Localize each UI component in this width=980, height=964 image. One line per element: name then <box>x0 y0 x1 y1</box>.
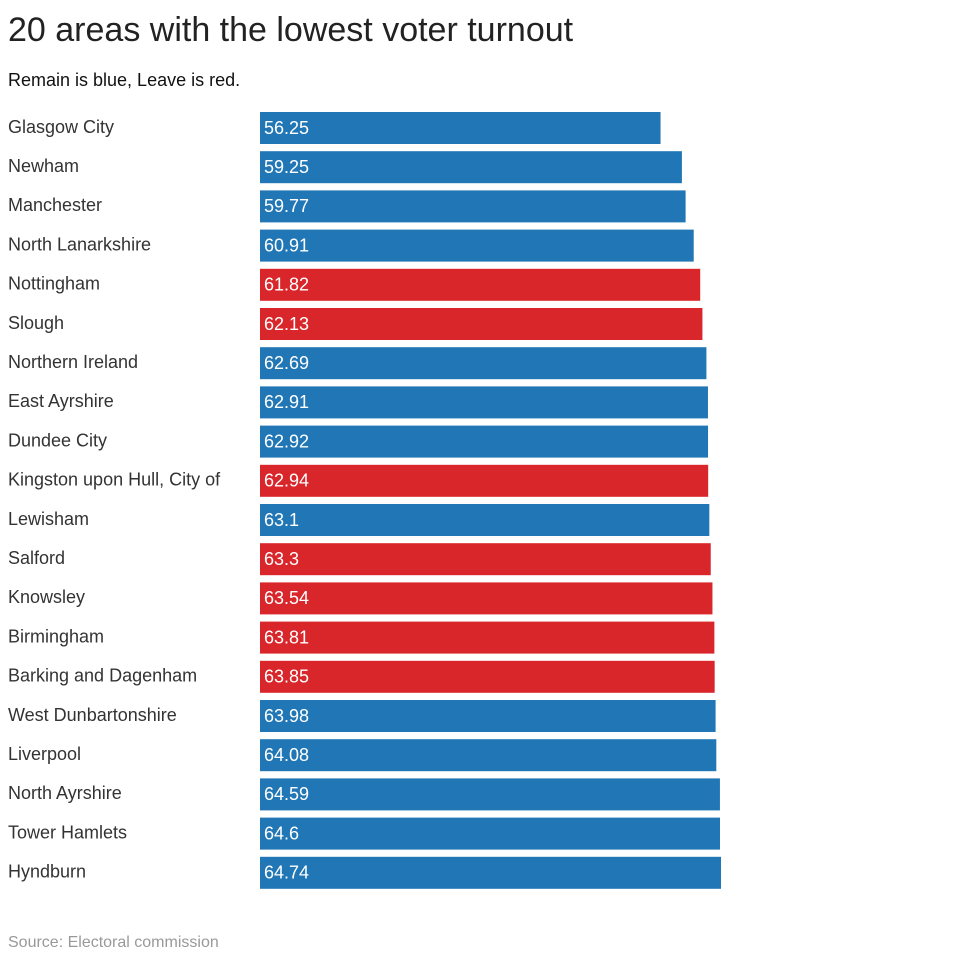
chart-subtitle: Remain is blue, Leave is red. <box>8 70 240 90</box>
bar <box>260 543 711 576</box>
value-label: 63.54 <box>264 588 309 608</box>
category-label: Lewisham <box>8 509 89 529</box>
bar <box>260 151 682 184</box>
bar <box>260 817 721 850</box>
bar <box>260 856 721 889</box>
bar <box>260 464 709 497</box>
value-label: 61.82 <box>264 275 309 295</box>
category-label: Northern Ireland <box>8 352 138 372</box>
value-label: 63.85 <box>264 667 309 687</box>
category-label: Barking and Dagenham <box>8 666 197 686</box>
value-label: 60.91 <box>264 235 309 255</box>
category-label: Kingston upon Hull, City of <box>8 470 221 490</box>
bar <box>260 778 720 811</box>
category-label: Glasgow City <box>8 117 114 137</box>
value-label: 56.25 <box>264 118 309 138</box>
value-label: 64.74 <box>264 863 309 883</box>
value-label: 62.94 <box>264 471 309 491</box>
bar <box>260 268 701 301</box>
value-label: 64.08 <box>264 745 309 765</box>
bar <box>260 190 686 223</box>
bar <box>260 700 716 732</box>
value-label: 64.6 <box>264 823 299 843</box>
chart-title: 20 areas with the lowest voter turnout <box>8 11 574 49</box>
value-label: 62.92 <box>264 431 309 451</box>
category-label: Dundee City <box>8 430 107 450</box>
bar <box>260 229 694 262</box>
category-label: West Dunbartonshire <box>8 705 177 725</box>
bar <box>260 504 710 536</box>
bar <box>260 739 717 772</box>
value-label: 64.59 <box>264 784 309 804</box>
bar <box>260 621 715 654</box>
category-label: Tower Hamlets <box>8 822 127 842</box>
source-note: Source: Electoral commission <box>8 934 219 951</box>
category-label: Birmingham <box>8 626 104 646</box>
bar <box>260 112 661 144</box>
category-label: Liverpool <box>8 744 81 764</box>
category-label: East Ayrshire <box>8 391 114 411</box>
value-label: 63.1 <box>264 510 299 530</box>
bar <box>260 308 703 340</box>
bar <box>260 386 708 419</box>
bar <box>260 425 709 458</box>
bar <box>260 347 707 380</box>
category-label: Manchester <box>8 195 102 215</box>
value-label: 63.81 <box>264 627 309 647</box>
bar <box>260 582 713 615</box>
category-label: Salford <box>8 548 65 568</box>
bar <box>260 660 715 693</box>
category-label: North Ayrshire <box>8 783 122 803</box>
value-label: 62.91 <box>264 392 309 412</box>
value-label: 59.25 <box>264 157 309 177</box>
value-label: 59.77 <box>264 196 309 216</box>
category-label: North Lanarkshire <box>8 234 151 254</box>
value-label: 62.69 <box>264 353 309 373</box>
category-label: Newham <box>8 156 79 176</box>
category-label: Knowsley <box>8 587 85 607</box>
category-label: Slough <box>8 313 64 333</box>
category-label: Hyndburn <box>8 862 86 882</box>
value-label: 62.13 <box>264 314 309 334</box>
value-label: 63.3 <box>264 549 299 569</box>
value-label: 63.98 <box>264 706 309 726</box>
category-label: Nottingham <box>8 274 100 294</box>
